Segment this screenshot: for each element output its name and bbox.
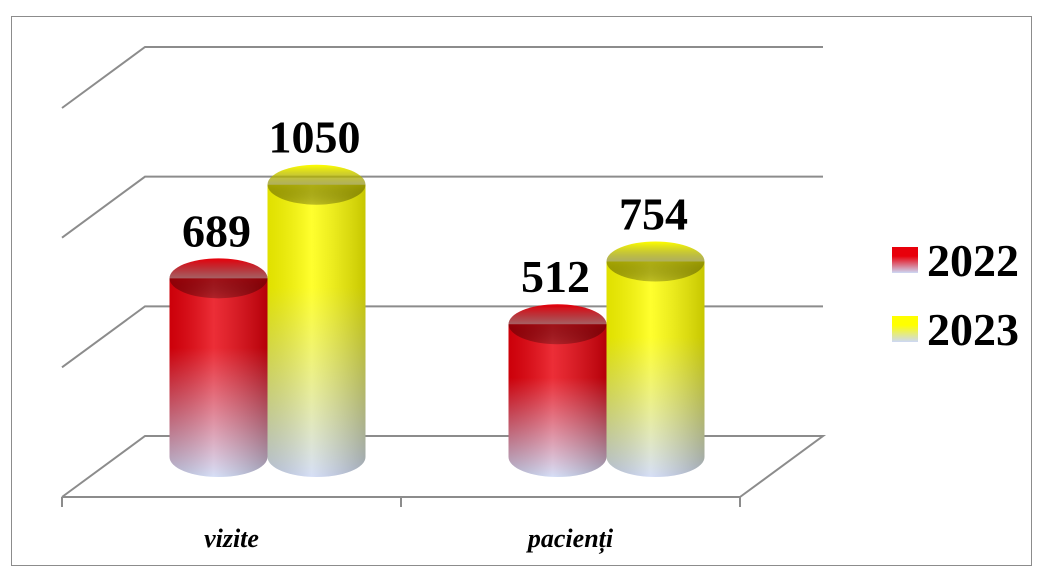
gridline — [61, 175, 823, 239]
x-tick-labels: vizite pacienți — [204, 524, 614, 554]
gridline — [61, 305, 823, 369]
data-label-vizite-2022: 689 — [182, 205, 251, 256]
bar-pacienți-2023 — [606, 241, 705, 477]
legend-label: 2023 — [927, 304, 1019, 355]
data-labels: 689 1050 512 754 — [182, 112, 688, 303]
legend-item-2023: 2023 — [892, 304, 1019, 355]
chart-walls — [61, 435, 827, 498]
legend-swatch — [892, 316, 918, 342]
chart-floor — [61, 435, 827, 498]
bars — [169, 164, 705, 477]
x-axis — [61, 496, 741, 507]
data-label-vizite-2023: 1050 — [269, 112, 361, 163]
gridlines — [61, 46, 823, 369]
legend-swatch — [892, 247, 918, 273]
bar-vizite-2022 — [169, 258, 268, 477]
x-tick-label-1: pacienți — [526, 524, 614, 554]
legend: 2022 2023 — [892, 235, 1019, 355]
legend-item-2022: 2022 — [892, 235, 1019, 286]
data-label-pacienți-2022: 512 — [521, 251, 590, 302]
x-tick-label-0: vizite — [204, 524, 259, 553]
legend-label: 2022 — [927, 235, 1019, 286]
chart-border — [11, 16, 1032, 566]
gridline — [61, 46, 823, 109]
bar-pacienți-2022 — [508, 304, 607, 477]
data-label-pacienți-2023: 754 — [619, 188, 688, 239]
bar-vizite-2023 — [267, 164, 366, 477]
